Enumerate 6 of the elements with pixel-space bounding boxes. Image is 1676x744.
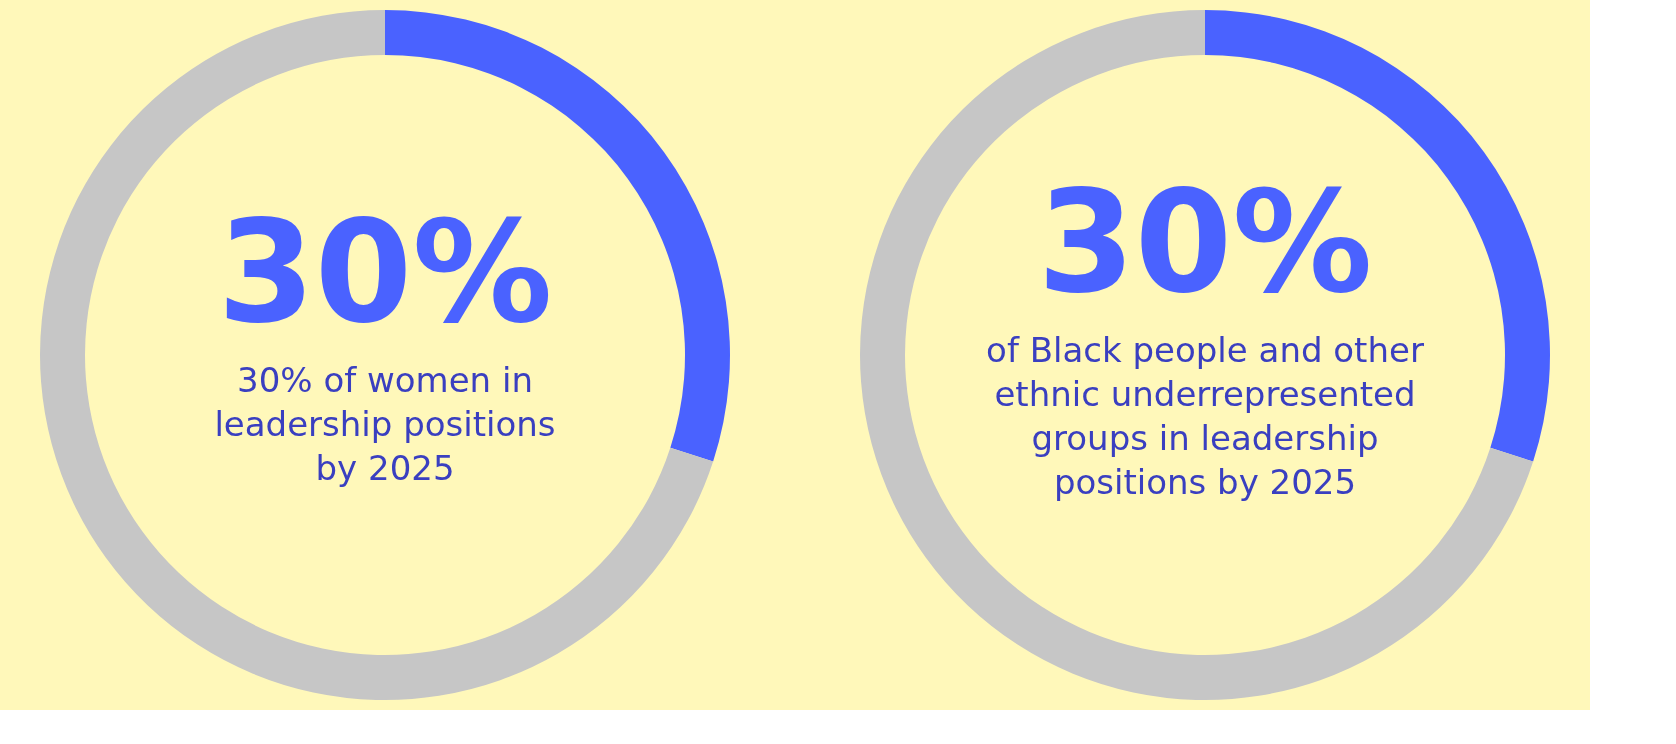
donut-slice <box>40 10 714 700</box>
text: of Black people and other ethnic underrepresented groups in leadership positions by 2025 <box>986 330 1424 502</box>
data-label: 30% <box>217 191 553 354</box>
donut-slice <box>860 10 1534 700</box>
data-label: 30% <box>1037 161 1373 324</box>
text: 30% of women in leadership positions by 2025 <box>214 360 556 488</box>
